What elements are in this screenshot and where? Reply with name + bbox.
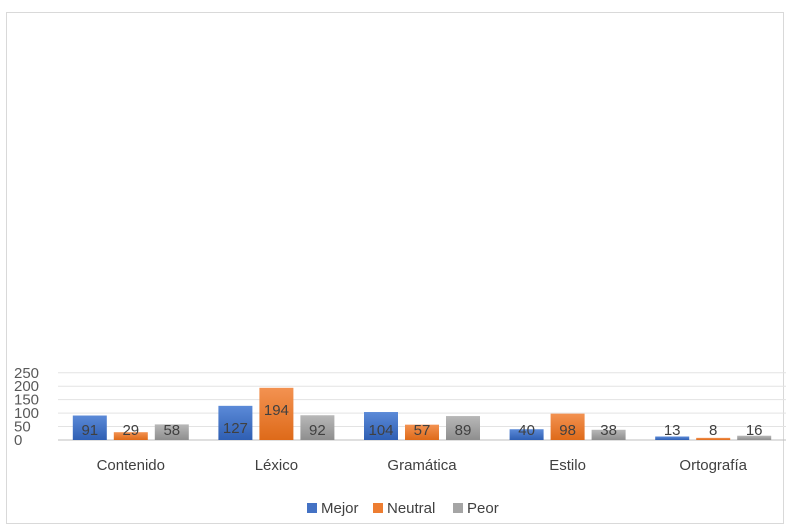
data-label: 194 bbox=[264, 402, 289, 419]
data-label: 89 bbox=[455, 422, 472, 439]
y-tick-label: 150 bbox=[14, 392, 39, 409]
legend: Mejor Neutral Peor bbox=[307, 500, 499, 517]
bar-mejor-1 bbox=[218, 405, 253, 440]
category-label: Gramática bbox=[387, 457, 457, 474]
data-label: 91 bbox=[81, 422, 98, 439]
category-label: Estilo bbox=[549, 457, 586, 474]
bar-peor-3 bbox=[591, 429, 626, 440]
bar-peor-2 bbox=[446, 416, 480, 440]
legend-swatch-mejor bbox=[307, 503, 317, 513]
bar-peor-0 bbox=[154, 424, 189, 440]
bar-mejor-3 bbox=[509, 429, 544, 440]
y-tick-label: 50 bbox=[14, 419, 31, 436]
category-label: Contenido bbox=[97, 457, 165, 474]
bar-mejor-4 bbox=[655, 436, 690, 440]
legend-label-neutral: Neutral bbox=[387, 500, 435, 517]
data-label: 127 bbox=[223, 420, 248, 437]
bar-peor-1 bbox=[300, 415, 335, 440]
bar-peor-4 bbox=[737, 435, 772, 440]
category-label: Ortografía bbox=[679, 457, 747, 474]
bar-mejor-2 bbox=[364, 412, 398, 440]
bar-neutral-1 bbox=[259, 387, 294, 440]
category-label: Léxico bbox=[255, 457, 298, 474]
data-label: 38 bbox=[600, 422, 617, 439]
y-tick-label: 0 bbox=[14, 432, 22, 449]
legend-label-peor: Peor bbox=[467, 500, 499, 517]
data-label: 40 bbox=[518, 422, 535, 439]
data-label: 13 bbox=[664, 422, 681, 439]
y-tick-label: 250 bbox=[14, 365, 39, 382]
data-label: 98 bbox=[559, 422, 576, 439]
legend-swatch-neutral bbox=[373, 503, 383, 513]
bar-mejor-0 bbox=[72, 415, 107, 440]
bar-neutral-3 bbox=[550, 413, 585, 440]
y-tick-label: 100 bbox=[14, 405, 39, 422]
bars bbox=[72, 387, 772, 440]
bar-neutral-0 bbox=[113, 432, 148, 440]
legend-label-mejor: Mejor bbox=[321, 500, 359, 517]
data-label: 58 bbox=[163, 422, 180, 439]
data-label: 29 bbox=[122, 422, 139, 439]
y-tick-label: 200 bbox=[14, 378, 39, 395]
data-label: 92 bbox=[309, 422, 326, 439]
data-label: 104 bbox=[368, 422, 393, 439]
bar-neutral-2 bbox=[405, 424, 439, 440]
data-label: 16 bbox=[746, 422, 763, 439]
data-label: 8 bbox=[709, 422, 717, 439]
bar-neutral-4 bbox=[696, 437, 731, 440]
legend-swatch-peor bbox=[453, 503, 463, 513]
data-label: 57 bbox=[414, 422, 431, 439]
